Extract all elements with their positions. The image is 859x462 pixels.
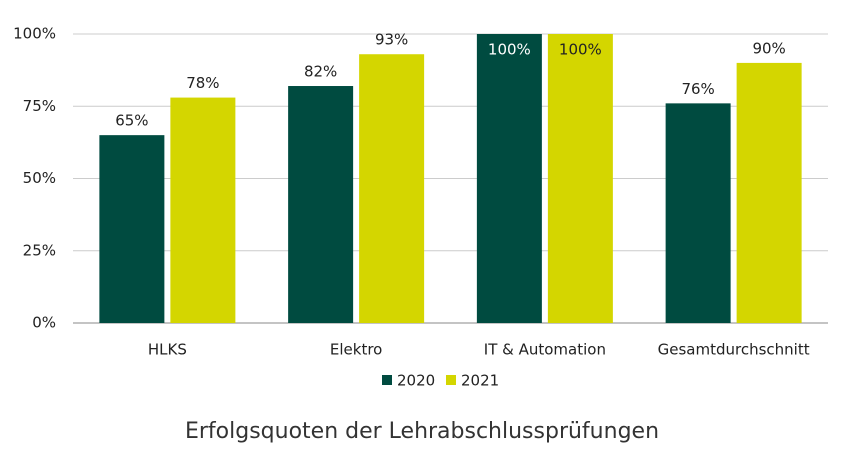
legend-swatch [382,375,392,385]
x-tick-label: Gesamtdurchschnitt [658,341,810,359]
data-label: 65% [115,112,148,130]
bar [547,34,613,323]
y-tick-label: 75% [23,97,56,115]
data-label: 100% [559,41,602,59]
y-tick-label: 25% [23,241,56,259]
x-tick-label: IT & Automation [484,341,606,359]
bar [99,135,165,323]
legend-swatch [446,375,456,385]
y-tick-label: 0% [32,314,56,332]
data-label: 82% [304,63,337,81]
data-label: 93% [375,31,408,49]
bar [288,86,354,324]
bar [170,97,236,323]
y-tick-label: 50% [23,169,56,187]
bar [359,54,425,323]
legend-label: 2021 [461,372,499,390]
x-tick-label: Elektro [330,341,382,359]
data-label: 100% [488,41,531,59]
y-tick-label: 100% [13,25,56,43]
chart-title: Erfolgsquoten der Lehrabschlussprüfungen [185,419,659,444]
data-label: 78% [186,74,219,92]
bar [476,34,542,323]
data-label: 90% [752,39,785,57]
data-label: 76% [681,80,714,98]
bar [736,62,802,324]
bar [665,103,731,323]
x-tick-label: HLKS [148,341,187,359]
legend-label: 2020 [397,372,435,390]
